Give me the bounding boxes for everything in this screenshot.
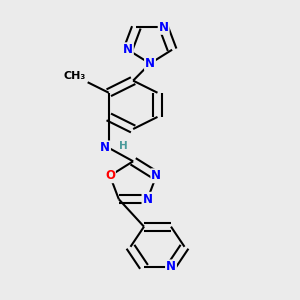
Text: N: N [142,193,152,206]
Text: CH₃: CH₃ [64,70,86,81]
Text: N: N [159,21,169,34]
Text: N: N [123,43,133,56]
Text: N: N [100,141,110,154]
Text: N: N [145,57,155,70]
Text: N: N [166,260,176,273]
Text: N: N [151,169,161,182]
Text: O: O [105,169,115,182]
Text: H: H [118,141,127,151]
